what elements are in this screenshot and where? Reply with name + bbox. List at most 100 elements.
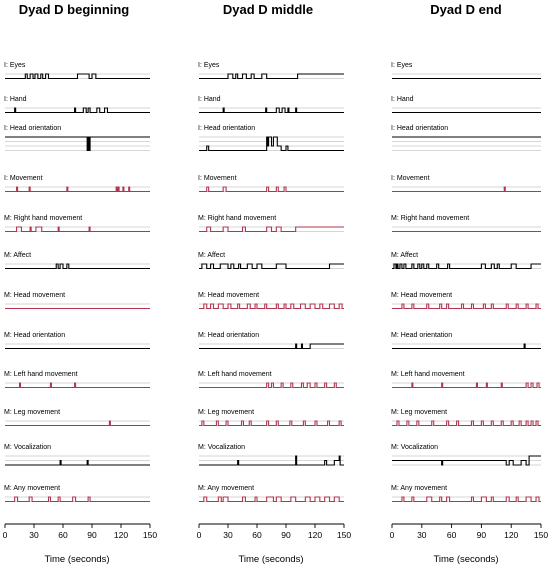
row-label: M: Head orientation: [4, 332, 65, 339]
track-row: M: Affect: [4, 252, 150, 270]
panel-title: Dyad D end: [430, 2, 502, 17]
x-tick-label: 120: [504, 530, 518, 540]
panel-title: Dyad D beginning: [19, 2, 130, 17]
track-row: I: Movement: [198, 175, 344, 193]
state-series: [199, 263, 344, 270]
track-row: M: Any movement: [198, 485, 344, 503]
row-label: M: Vocalization: [198, 444, 245, 451]
state-series: [5, 226, 150, 233]
x-tick-label: 90: [87, 530, 97, 540]
state-series: [392, 496, 541, 503]
row-label: M: Affect: [4, 252, 31, 259]
x-tick-label: 150: [534, 530, 548, 540]
row-label: I: Eyes: [198, 62, 220, 69]
x-tick-label: 60: [58, 530, 68, 540]
state-series: [199, 136, 344, 152]
track-row: M: Leg movement: [4, 409, 150, 427]
track-row: M: Head movement: [4, 292, 150, 310]
state-series: [199, 107, 344, 114]
x-tick-label: 90: [477, 530, 487, 540]
track-row: I: Eyes: [198, 62, 344, 80]
row-label: M: Left hand movement: [4, 371, 78, 378]
row-label: M: Head orientation: [198, 332, 259, 339]
state-series: [5, 263, 150, 270]
row-label: M: Affect: [391, 252, 418, 259]
panel-dyad-d-beginning: Dyad D beginning Time (seconds) I: Eyes I…: [3, 2, 158, 565]
x-tick-label: 120: [308, 530, 322, 540]
row-label: M: Right hand movement: [4, 215, 82, 222]
row-label: I: Movement: [198, 175, 237, 182]
x-tick-label: 60: [447, 530, 457, 540]
state-series: [392, 343, 541, 350]
row-label: M: Leg movement: [4, 409, 60, 416]
state-series: [199, 303, 344, 310]
x-axis-label: Time (seconds): [433, 554, 498, 565]
x-axis: 0 30 60 90 120 150: [390, 523, 548, 540]
state-series: [392, 420, 541, 427]
state-series: [5, 382, 150, 389]
track-row: I: Movement: [391, 175, 541, 193]
state-series: [199, 73, 344, 80]
track-row: M: Affect: [198, 252, 344, 270]
track-row: M: Head orientation: [198, 332, 344, 350]
x-tick-label: 150: [143, 530, 157, 540]
row-label: I: Eyes: [4, 62, 26, 69]
state-series: [5, 420, 150, 427]
state-series: [199, 382, 344, 389]
x-tick-label: 0: [3, 530, 8, 540]
x-axis: 0 30 60 90 120 150: [3, 523, 157, 540]
track-row: M: Head movement: [391, 292, 541, 310]
x-tick-label: 60: [252, 530, 262, 540]
track-row: M: Vocalization: [198, 444, 344, 466]
x-axis-label: Time (seconds): [44, 554, 109, 565]
track-row: M: Vocalization: [4, 444, 150, 466]
x-axis: 0 30 60 90 120 150: [197, 523, 351, 540]
state-series: [199, 343, 344, 350]
x-tick-label: 150: [337, 530, 351, 540]
track-row: M: Leg movement: [391, 409, 541, 427]
track-row: I: Eyes: [4, 62, 150, 80]
row-label: M: Right hand movement: [198, 215, 276, 222]
track-row: I: Eyes: [391, 62, 541, 80]
row-label: M: Left hand movement: [391, 371, 465, 378]
row-label: M: Any movement: [198, 485, 254, 492]
track-row: M: Any movement: [4, 485, 150, 503]
state-series: [199, 420, 344, 427]
track-row: I: Head orientation: [198, 125, 344, 152]
track-row: I: Movement: [4, 175, 150, 193]
track-row: M: Left hand movement: [4, 371, 150, 389]
panel-title: Dyad D middle: [223, 2, 313, 17]
row-label: I: Hand: [4, 96, 27, 103]
state-series: [392, 455, 541, 466]
row-label: I: Hand: [198, 96, 221, 103]
track-row: M: Right hand movement: [198, 215, 344, 233]
state-series: [392, 186, 541, 193]
x-tick-label: 30: [29, 530, 39, 540]
panel-dyad-d-end: Dyad D end Time (seconds) I: Eyes I: Hand…: [390, 2, 549, 565]
track-row: M: Affect: [391, 252, 541, 270]
track-row: I: Head orientation: [4, 125, 150, 152]
state-series: [392, 263, 541, 270]
row-label: I: Hand: [391, 96, 414, 103]
state-series: [5, 459, 150, 466]
x-tick-label: 90: [281, 530, 291, 540]
row-label: M: Head movement: [198, 292, 259, 299]
state-series: [5, 186, 150, 193]
row-label: I: Head orientation: [4, 125, 61, 132]
state-series: [199, 186, 344, 193]
row-label: I: Movement: [4, 175, 43, 182]
track-row: M: Left hand movement: [198, 371, 344, 389]
row-label: M: Affect: [198, 252, 225, 259]
row-label: I: Eyes: [391, 62, 413, 69]
row-label: M: Vocalization: [391, 444, 438, 451]
x-tick-label: 0: [390, 530, 395, 540]
row-label: I: Head orientation: [391, 125, 448, 132]
track-row: M: Vocalization: [391, 444, 541, 466]
row-label: M: Right hand movement: [391, 215, 469, 222]
state-series: [199, 226, 344, 233]
state-series: [5, 496, 150, 503]
track-row: M: Leg movement: [198, 409, 344, 427]
x-tick-label: 0: [197, 530, 202, 540]
row-label: M: Left hand movement: [198, 371, 272, 378]
track-row: M: Head movement: [198, 292, 344, 310]
